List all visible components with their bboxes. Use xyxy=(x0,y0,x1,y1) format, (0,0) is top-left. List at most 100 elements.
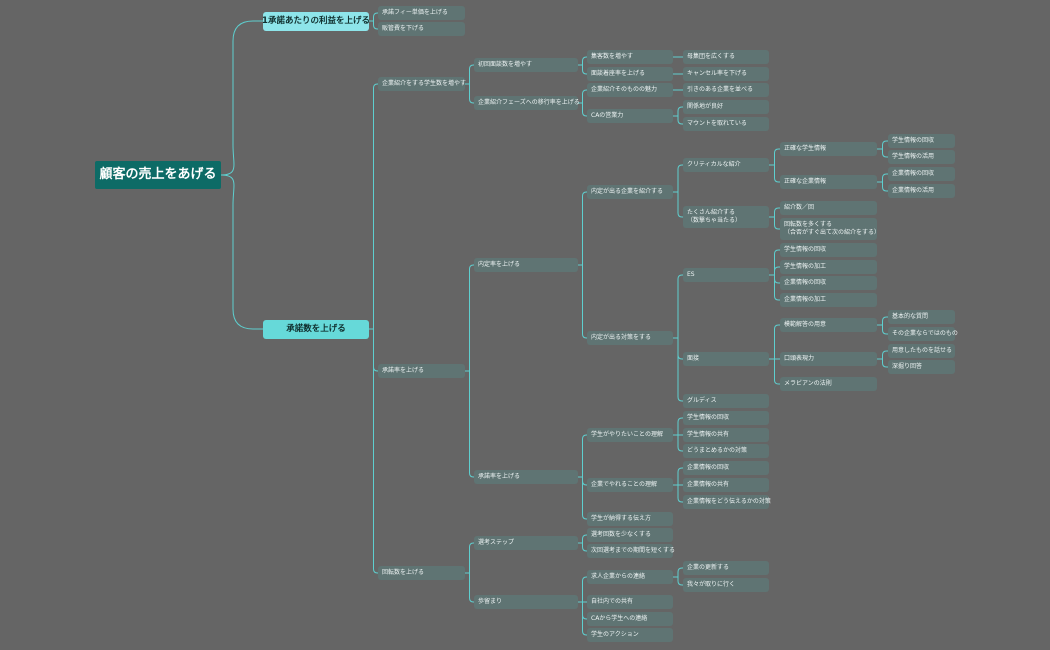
subtopic-node[interactable]: その企業ならではのもの xyxy=(888,327,958,341)
subtopic-node[interactable]: 次回選考までの期間を短くする xyxy=(587,544,675,558)
connector-line xyxy=(769,249,780,276)
subtopic-node[interactable]: マウントを取れている xyxy=(683,117,769,131)
subtopic-node[interactable]: 基本的な質問 xyxy=(888,310,955,324)
connector-line xyxy=(769,216,780,230)
subtopic-node[interactable]: 集客数を増やす xyxy=(587,50,673,64)
subtopic-node[interactable]: 学生情報の回収 xyxy=(888,134,955,148)
subtopic-node[interactable]: 承諾フィー単価を上げる xyxy=(378,6,465,20)
connector-line xyxy=(769,207,780,218)
subtopic-node[interactable]: 回転数を上げる xyxy=(378,566,465,580)
connector-line xyxy=(673,434,683,452)
subtopic-node[interactable]: 選考回数を少なくする xyxy=(587,528,673,542)
subtopic-node[interactable]: 正確な学生情報 xyxy=(780,142,877,156)
subtopic-node[interactable]: 企業情報の加工 xyxy=(780,293,877,307)
main-branch-topic[interactable]: 承諾数を上げる xyxy=(263,319,369,339)
subtopic-node[interactable]: 内定が出る企業を紹介する xyxy=(587,185,673,199)
subtopic-node[interactable]: 承諾率を上げる xyxy=(378,364,465,378)
subtopic-node[interactable]: 内定が出る対策をする xyxy=(587,331,673,345)
connector-line xyxy=(673,191,683,218)
subtopic-node[interactable]: 歩留まり xyxy=(474,595,578,609)
subtopic-node[interactable]: 面談着座率を上げる xyxy=(587,67,673,81)
connector-line xyxy=(877,316,888,326)
subtopic-node[interactable]: 引きのある企業を並べる xyxy=(683,83,769,97)
subtopic-node[interactable]: 正確な企業情報 xyxy=(780,175,877,189)
subtopic-node[interactable]: 学生情報の共有 xyxy=(683,428,769,442)
subtopic-node[interactable]: 学生がやりたいことの理解 xyxy=(587,428,673,442)
subtopic-node[interactable]: どうまとめるかの対策 xyxy=(683,444,769,458)
subtopic-node[interactable]: 企業情報をどう伝えるかの対策 xyxy=(683,495,771,509)
subtopic-node[interactable]: 母集団を広くする xyxy=(683,50,769,64)
subtopic-node[interactable]: 紹介数／回 xyxy=(780,201,877,215)
subtopic-node[interactable]: 学生のアクション xyxy=(587,628,673,642)
subtopic-node[interactable]: グルディス xyxy=(683,394,769,408)
connector-line xyxy=(673,337,683,402)
subtopic-node[interactable]: 初回面談数を増やす xyxy=(474,58,578,72)
subtopic-node[interactable]: 自社内での共有 xyxy=(587,595,673,609)
subtopic-node[interactable]: 販管費を下げる xyxy=(378,22,465,36)
subtopic-node[interactable]: 関係地が良好 xyxy=(683,100,769,114)
subtopic-node[interactable]: クリティカルな紹介 xyxy=(683,158,769,172)
subtopic-node[interactable]: 内定率を上げる xyxy=(474,258,578,272)
connector-line xyxy=(769,358,780,385)
connector-line xyxy=(578,434,587,478)
connector-line xyxy=(369,20,378,30)
subtopic-node[interactable]: 企業情報の回収 xyxy=(888,167,955,181)
subtopic-node[interactable]: 口頭表現力 xyxy=(780,352,877,366)
subtopic-node[interactable]: 企業の更新する xyxy=(683,561,769,575)
subtopic-node[interactable]: CAの営業力 xyxy=(587,109,673,123)
subtopic-node[interactable]: 学生情報の回収 xyxy=(683,411,769,425)
connector-line xyxy=(877,358,888,368)
subtopic-node[interactable]: 企業紹介そのものの魅力 xyxy=(587,83,673,97)
subtopic-node[interactable]: 企業情報の回収 xyxy=(780,276,877,290)
connector-line xyxy=(673,274,683,339)
connector-line xyxy=(578,601,587,636)
connector-line xyxy=(220,174,263,330)
subtopic-node[interactable]: 企業情報の活用 xyxy=(888,184,955,198)
subtopic-node[interactable]: 学生情報の加工 xyxy=(780,260,877,274)
subtopic-node[interactable]: 企業情報の共有 xyxy=(683,478,769,492)
subtopic-node[interactable]: 学生情報の活用 xyxy=(888,150,955,164)
subtopic-node[interactable]: 企業でやれることの理解 xyxy=(587,478,673,492)
subtopic-node[interactable]: 承諾率を上げる xyxy=(474,470,578,484)
connector-line xyxy=(578,64,587,75)
connector-line xyxy=(369,83,378,330)
subtopic-node[interactable]: 我々が取りに行く xyxy=(683,578,769,592)
subtopic-node[interactable]: キャンセル率を下げる xyxy=(683,67,769,81)
connector-line xyxy=(578,102,587,117)
connector-line xyxy=(369,328,378,574)
subtopic-node[interactable]: 企業情報の回収 xyxy=(683,461,769,475)
connector-line xyxy=(578,534,587,544)
subtopic-node[interactable]: 企業紹介をする学生数を増やす xyxy=(378,77,466,91)
subtopic-node[interactable]: 回転数を多くする （合否がすぐ出て次の紹介をする） xyxy=(780,218,880,240)
connector-line xyxy=(877,181,888,192)
connector-line xyxy=(578,542,587,552)
connector-line xyxy=(673,467,683,486)
subtopic-node[interactable]: 面接 xyxy=(683,352,769,366)
connector-line xyxy=(578,476,587,520)
connector-line xyxy=(673,106,683,117)
connector-line xyxy=(465,572,474,603)
connector-line xyxy=(465,64,474,85)
connector-line xyxy=(578,576,587,603)
subtopic-node[interactable]: たくさん紹介する （数撃ちゃ当たる） xyxy=(683,206,769,228)
subtopic-node[interactable]: 選考ステップ xyxy=(474,536,578,550)
subtopic-node[interactable]: 学生が納得する伝え方 xyxy=(587,512,673,526)
subtopic-node[interactable]: 用意したものを話せる xyxy=(888,344,955,358)
subtopic-node[interactable]: 学生情報の回収 xyxy=(780,243,877,257)
connector-line xyxy=(369,12,378,22)
subtopic-node[interactable]: メラビアンの法則 xyxy=(780,377,877,391)
subtopic-node[interactable]: 模範解答の用意 xyxy=(780,318,877,332)
connector-line xyxy=(769,266,780,276)
connector-line xyxy=(578,264,587,339)
subtopic-node[interactable]: CAから学生への連絡 xyxy=(587,612,673,626)
connector-line xyxy=(673,567,683,578)
subtopic-node[interactable]: 求人企業からの連絡 xyxy=(587,570,673,584)
subtopic-node[interactable]: 企業紹介フェーズへの移行率を上げる xyxy=(474,96,580,110)
subtopic-node[interactable]: ES xyxy=(683,268,769,282)
subtopic-node[interactable]: 深掘り回答 xyxy=(888,360,955,374)
main-branch-topic[interactable]: 1承諾あたりの利益を上げる xyxy=(262,11,370,31)
connector-line xyxy=(877,148,888,158)
connector-line xyxy=(220,20,263,176)
root-topic[interactable]: 顧客の売上をあげる xyxy=(95,161,221,189)
